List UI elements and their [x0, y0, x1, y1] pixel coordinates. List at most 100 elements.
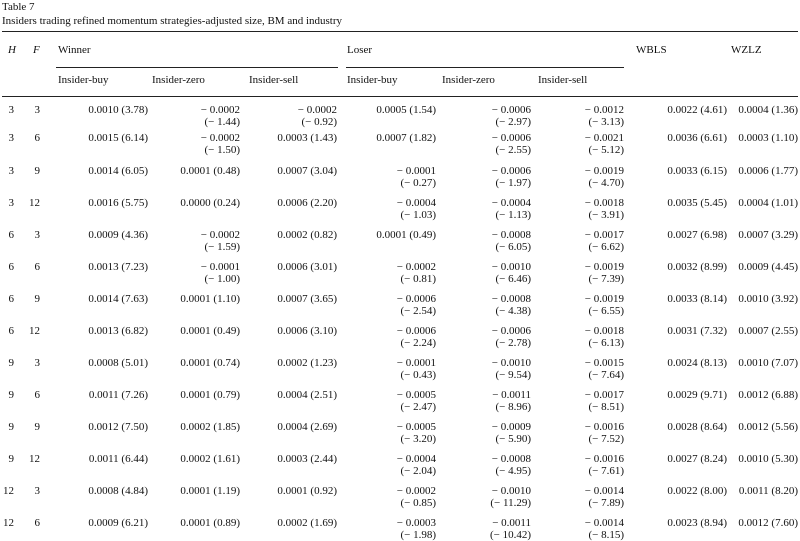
cell-ls-tstat: (− 7.39)	[588, 273, 624, 285]
cell-ls-tstat: (− 3.13)	[588, 116, 624, 128]
cell-ls-value: − 0.0019	[584, 261, 624, 273]
cell-wzlz: 0.0012 (6.88)	[738, 389, 798, 401]
subheader-loser-zero: Insider-zero	[442, 74, 495, 86]
cell-f: 9	[34, 421, 41, 433]
cell-wzlz: 0.0007 (2.55)	[738, 325, 798, 337]
cell-ws-value: − 0.0002	[297, 104, 337, 116]
cell-ls-tstat: (− 3.91)	[588, 209, 624, 221]
cell-wz-tstat: (− 1.00)	[204, 273, 240, 285]
table-caption: Table 7 Insiders trading refined momentu…	[2, 0, 342, 28]
cell-ls-tstat: (− 7.52)	[588, 433, 624, 445]
cell-wbls: 0.0027 (8.24)	[667, 453, 727, 465]
cell-wz-value: 0.0001 (0.49)	[180, 325, 240, 337]
cell-wz-value: 0.0001 (0.48)	[180, 165, 240, 177]
table-title: Insiders trading refined momentum strate…	[2, 15, 343, 27]
cell-wz-value: 0.0001 (0.79)	[180, 389, 240, 401]
winner-rule	[56, 67, 338, 68]
cell-wb-value: 0.0013 (6.82)	[88, 325, 148, 337]
cell-wzlz: 0.0010 (3.92)	[738, 293, 798, 305]
cell-lb-tstat: (− 0.81)	[400, 273, 436, 285]
cell-wb-value: 0.0009 (6.21)	[88, 517, 148, 529]
cell-lz-value: − 0.0009	[491, 421, 531, 433]
cell-ls-value: − 0.0017	[584, 229, 624, 241]
cell-wbls: 0.0024 (8.13)	[667, 357, 727, 369]
cell-f: 3	[34, 229, 41, 241]
cell-lz-tstat: (− 10.42)	[489, 529, 531, 541]
cell-lb-value: − 0.0004	[396, 453, 436, 465]
cell-lz-value: − 0.0008	[491, 293, 531, 305]
cell-wbls: 0.0022 (8.00)	[667, 485, 727, 497]
cell-lz-tstat: (− 4.38)	[495, 305, 531, 317]
header-h: H	[8, 44, 16, 56]
cell-h: 9	[8, 453, 15, 465]
cell-wb-value: 0.0008 (4.84)	[88, 485, 148, 497]
cell-wz-tstat: (− 1.44)	[204, 116, 240, 128]
cell-lz-tstat: (− 2.78)	[495, 337, 531, 349]
cell-lz-value: − 0.0008	[491, 453, 531, 465]
cell-lb-value: − 0.0002	[396, 485, 436, 497]
cell-wz-value: 0.0001 (1.10)	[180, 293, 240, 305]
cell-ls-tstat: (− 6.62)	[588, 241, 624, 253]
cell-lb-value: − 0.0006	[396, 325, 436, 337]
cell-lb-value: − 0.0005	[396, 389, 436, 401]
cell-wzlz: 0.0012 (7.60)	[738, 517, 798, 529]
cell-wbls: 0.0033 (6.15)	[667, 165, 727, 177]
cell-wz-value: 0.0002 (1.85)	[180, 421, 240, 433]
cell-h: 3	[8, 165, 15, 177]
cell-wb-value: 0.0010 (3.78)	[88, 104, 148, 116]
cell-f: 9	[34, 165, 41, 177]
cell-ls-value: − 0.0016	[584, 421, 624, 433]
cell-f: 12	[29, 197, 40, 209]
cell-lz-tstat: (− 9.54)	[495, 369, 531, 381]
cell-lz-value: − 0.0006	[491, 325, 531, 337]
cell-lz-value: − 0.0008	[491, 229, 531, 241]
cell-wz-value: 0.0002 (1.61)	[180, 453, 240, 465]
cell-ls-value: − 0.0012	[584, 104, 624, 116]
cell-wbls: 0.0029 (9.71)	[667, 389, 727, 401]
cell-ls-tstat: (− 6.55)	[588, 305, 624, 317]
cell-lb-value: − 0.0004	[396, 197, 436, 209]
cell-lb-tstat: (− 2.24)	[400, 337, 436, 349]
subheader-winner-zero: Insider-zero	[152, 74, 205, 86]
cell-wz-value: 0.0000 (0.24)	[180, 197, 240, 209]
cell-h: 6	[8, 261, 15, 273]
cell-f: 6	[34, 261, 41, 273]
cell-h: 6	[8, 229, 15, 241]
cell-lz-tstat: (− 1.13)	[495, 209, 531, 221]
cell-lb-value: − 0.0001	[396, 165, 436, 177]
cell-lb-value: − 0.0001	[396, 357, 436, 369]
cell-lz-value: − 0.0010	[491, 357, 531, 369]
header-f: F	[33, 44, 40, 56]
cell-wzlz: 0.0010 (5.30)	[738, 453, 798, 465]
cell-wb-value: 0.0011 (7.26)	[88, 389, 148, 401]
cell-wb-value: 0.0015 (6.14)	[88, 132, 148, 144]
cell-ls-value: − 0.0018	[584, 325, 624, 337]
cell-lb-value: − 0.0002	[396, 261, 436, 273]
cell-lz-tstat: (− 11.29)	[490, 497, 531, 509]
cell-lz-tstat: (− 8.96)	[495, 401, 531, 413]
cell-wzlz: 0.0004 (1.01)	[738, 197, 798, 209]
header-rule	[2, 96, 798, 97]
cell-ws-value: 0.0007 (3.04)	[277, 165, 337, 177]
cell-ws-value: 0.0001 (0.92)	[277, 485, 337, 497]
subheader-loser-sell: Insider-sell	[538, 74, 588, 86]
cell-wz-value: 0.0001 (0.89)	[180, 517, 240, 529]
cell-lz-value: − 0.0010	[491, 485, 531, 497]
cell-ls-value: − 0.0016	[584, 453, 624, 465]
cell-wzlz: 0.0009 (4.45)	[738, 261, 798, 273]
header-loser: Loser	[347, 44, 373, 56]
cell-wzlz: 0.0006 (1.77)	[738, 165, 798, 177]
cell-lb-value: − 0.0003	[396, 517, 436, 529]
cell-lz-value: − 0.0006	[491, 104, 531, 116]
cell-lb-tstat: (− 0.43)	[400, 369, 436, 381]
cell-lb-tstat: (− 2.04)	[400, 465, 436, 477]
cell-ws-value: 0.0006 (3.01)	[277, 261, 337, 273]
cell-ws-value: 0.0006 (3.10)	[277, 325, 337, 337]
cell-ls-tstat: (− 8.51)	[588, 401, 624, 413]
subheader-loser-buy: Insider-buy	[347, 74, 398, 86]
cell-ls-value: − 0.0014	[584, 517, 624, 529]
cell-h: 6	[8, 325, 15, 337]
header-wzlz: WZLZ	[731, 44, 762, 56]
cell-ws-value: 0.0004 (2.51)	[277, 389, 337, 401]
cell-f: 6	[34, 517, 41, 529]
